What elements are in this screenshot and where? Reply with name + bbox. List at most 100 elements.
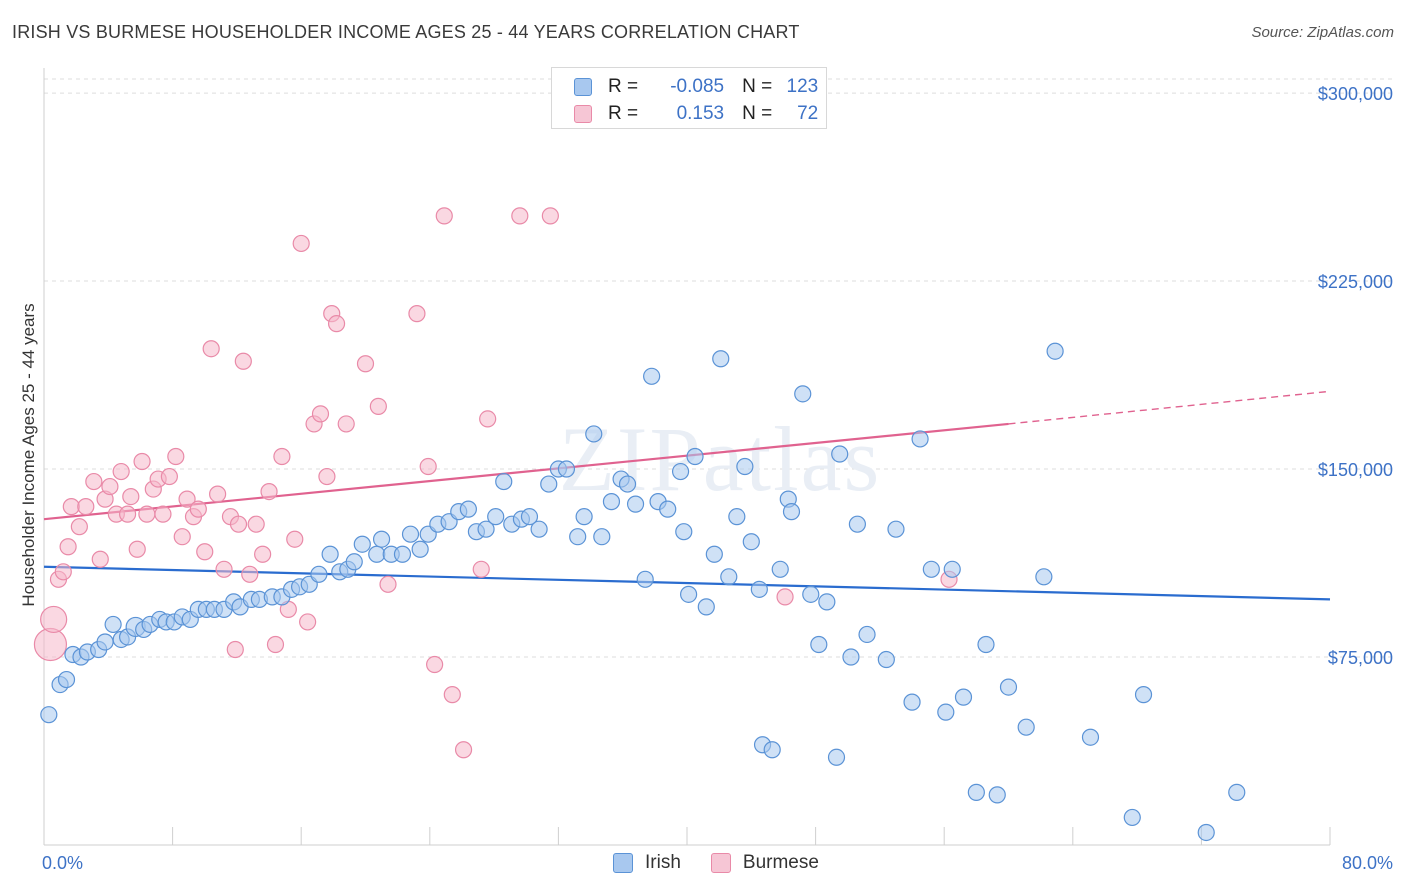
irish-point [999, 678, 1018, 696]
irish-point [321, 545, 339, 563]
burmese-point [479, 410, 497, 428]
burmese-point [33, 627, 68, 662]
r-label: R = [608, 76, 639, 97]
irish-point [977, 635, 995, 654]
burmese-point [292, 234, 310, 253]
irish-point [593, 528, 611, 546]
irish-point [1228, 783, 1246, 801]
burmese-swatch [574, 105, 592, 123]
data-points [33, 207, 1246, 842]
irish-point [626, 495, 645, 513]
irish-point [401, 525, 420, 543]
burmese-swatch [710, 853, 731, 873]
irish-point [705, 545, 723, 563]
burmese-point [54, 563, 72, 581]
burmese-point [337, 415, 355, 433]
irish-point [411, 540, 429, 558]
burmese-point [118, 505, 137, 523]
burmese-trend-extension [1008, 390, 1331, 425]
irish-point [818, 593, 836, 611]
irish-point [686, 447, 704, 466]
burmese-point [472, 560, 490, 578]
irish-point [911, 430, 929, 448]
source-credit: Source: ZipAtlas.com [1251, 24, 1394, 41]
burmese-point [70, 518, 88, 536]
irish-point [530, 520, 548, 538]
burmese-point [59, 538, 77, 556]
irish-point [858, 625, 876, 644]
burmese-point [241, 565, 259, 583]
burmese-point [85, 472, 103, 491]
irish-point [742, 533, 760, 551]
irish-point [697, 598, 715, 616]
irish-point [557, 460, 576, 478]
legend-item-burmese[interactable]: Burmese [710, 852, 819, 874]
irish-point [569, 528, 587, 546]
irish-point [827, 748, 846, 766]
irish-point [922, 560, 940, 578]
burmese-point [454, 741, 473, 759]
burmese-point [128, 540, 146, 558]
irish-point [520, 508, 539, 526]
irish-point [680, 585, 698, 603]
series-legend: Irish Burmese [613, 852, 849, 874]
irish-point [831, 445, 849, 463]
irish-point [842, 648, 860, 666]
r-value: 0.153 [676, 103, 725, 124]
irish-point [794, 385, 812, 403]
irish-point [1035, 568, 1053, 586]
burmese-point [254, 545, 272, 563]
irish-swatch [574, 78, 592, 96]
irish-point [345, 553, 363, 571]
burmese-point [226, 640, 244, 659]
tick-labels: $75,000 $150,000 $225,000 $300,000 0.0% 80.0% [42, 84, 1393, 873]
n-label: N = [742, 103, 773, 124]
burmese-point [138, 505, 156, 523]
irish-point [575, 508, 593, 526]
burmese-point [299, 613, 317, 631]
burmese-point [229, 515, 248, 533]
irish-point [585, 425, 603, 443]
irish-point [310, 565, 328, 583]
burmese-point [209, 485, 227, 503]
burmese-point [776, 588, 794, 606]
irish-point [643, 367, 661, 385]
irish-point [487, 508, 505, 526]
burmese-point [196, 543, 214, 561]
irish-point [636, 570, 654, 588]
burmese-point [408, 305, 426, 323]
burmese-point [327, 315, 346, 333]
irish-point [1123, 808, 1141, 827]
burmese-point [260, 482, 278, 501]
burmese-trend-line [43, 422, 1009, 521]
irish-point [96, 633, 114, 651]
irish-point [954, 688, 973, 706]
burmese-point [112, 462, 130, 481]
irish-point [1017, 718, 1035, 736]
irish-point [1197, 823, 1215, 842]
irish-point [602, 493, 621, 511]
irish-point [675, 523, 693, 541]
irish-point [368, 545, 386, 563]
legend-row-irish: R = -0.085 N = 123 [574, 75, 818, 99]
burmese-point [189, 500, 207, 518]
irish-point [540, 475, 558, 493]
irish-point [903, 693, 921, 711]
burmese-point [160, 467, 178, 486]
burmese-point [443, 686, 461, 704]
burmese-point [247, 515, 265, 533]
burmese-point [511, 207, 529, 225]
legend-item-irish[interactable]: Irish [613, 852, 681, 874]
irish-point [40, 706, 58, 724]
irish-point [353, 535, 371, 553]
irish-trend-line [43, 565, 1331, 601]
irish-point [763, 741, 781, 759]
r-label: R = [608, 103, 639, 124]
irish-point [372, 530, 391, 548]
burmese-point [379, 575, 397, 593]
burmese-point [435, 207, 453, 225]
irish-point [459, 500, 477, 518]
irish-point [712, 350, 730, 368]
irish-point [988, 786, 1006, 804]
trend-lines [43, 390, 1331, 601]
